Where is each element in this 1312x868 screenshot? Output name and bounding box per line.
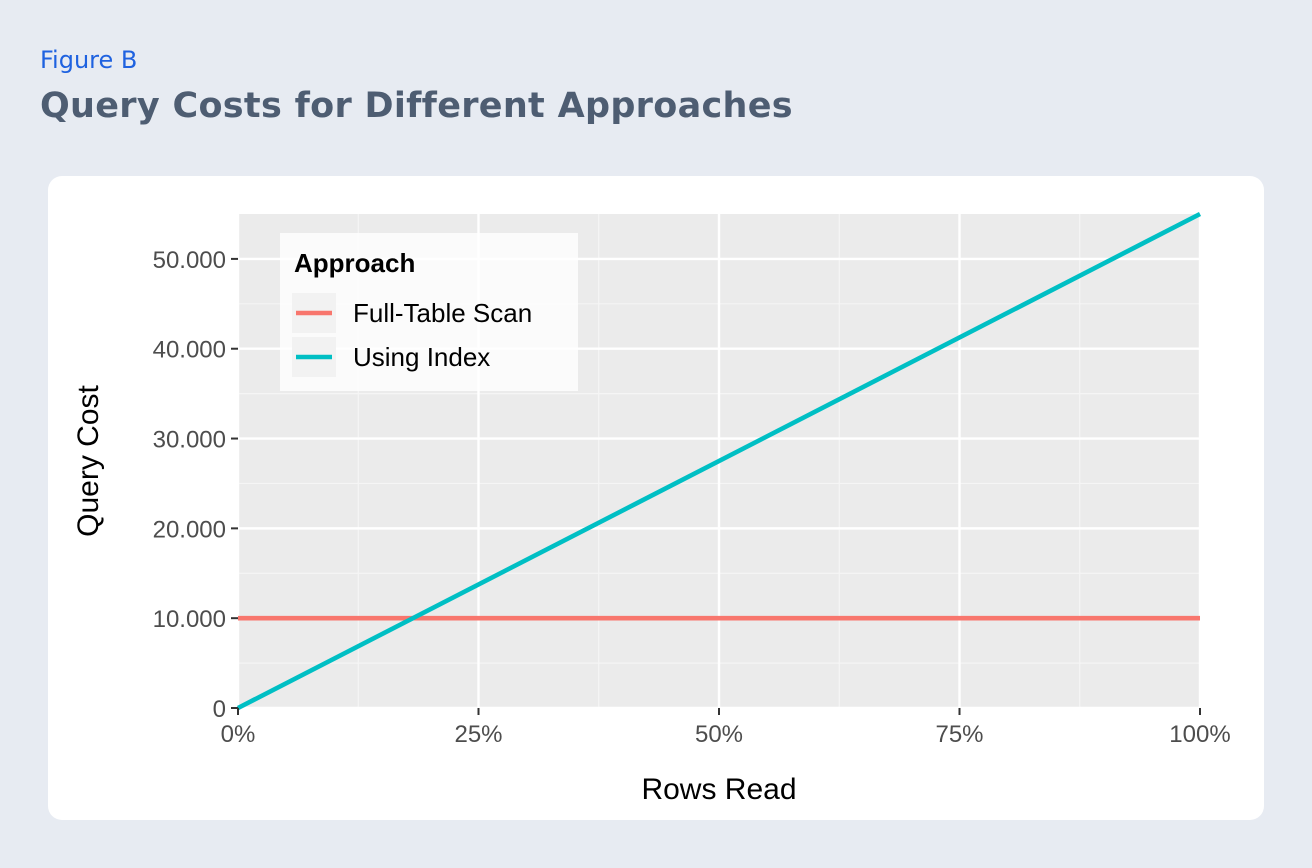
legend: Approach Full-Table Scan Using Index	[280, 233, 578, 391]
series-line-using-index	[236, 211, 1202, 711]
legend-key	[292, 293, 336, 333]
x-tick-label: 50%	[695, 721, 743, 748]
x-tick-label: 100%	[1169, 721, 1230, 748]
y-tick-label: 50.000	[153, 247, 226, 274]
legend-label: Full-Table Scan	[353, 298, 532, 328]
series-layer	[236, 211, 1202, 711]
figure-title: Query Costs for Different Approaches	[40, 86, 793, 126]
chart-card: 0 10.000 20.000 30.000 40.000 50.000 0% 25% 50%…	[48, 176, 1264, 820]
legend-items: Full-Table Scan Using Index	[292, 293, 532, 377]
y-axis: 0 10.000 20.000 30.000 40.000 50.000	[153, 247, 238, 723]
x-axis: 0% 25% 50% 75% 100%	[221, 708, 1231, 748]
x-tick-label: 75%	[935, 721, 983, 748]
y-axis-title: Query Cost	[72, 384, 105, 536]
y-tick-label: 0	[213, 696, 226, 723]
x-tick-label: 25%	[454, 721, 502, 748]
legend-label: Using Index	[353, 342, 490, 372]
legend-key	[292, 337, 336, 377]
line-chart: 0 10.000 20.000 30.000 40.000 50.000 0% 25% 50%…	[72, 211, 1231, 806]
legend-title: Approach	[294, 248, 415, 278]
x-tick-label: 0%	[221, 721, 256, 748]
x-axis-title: Rows Read	[641, 773, 796, 806]
figure-label: Figure B	[40, 46, 138, 74]
y-tick-label: 10.000	[153, 606, 226, 633]
y-tick-label: 40.000	[153, 337, 226, 364]
y-tick-label: 20.000	[153, 516, 226, 543]
y-tick-label: 30.000	[153, 427, 226, 454]
